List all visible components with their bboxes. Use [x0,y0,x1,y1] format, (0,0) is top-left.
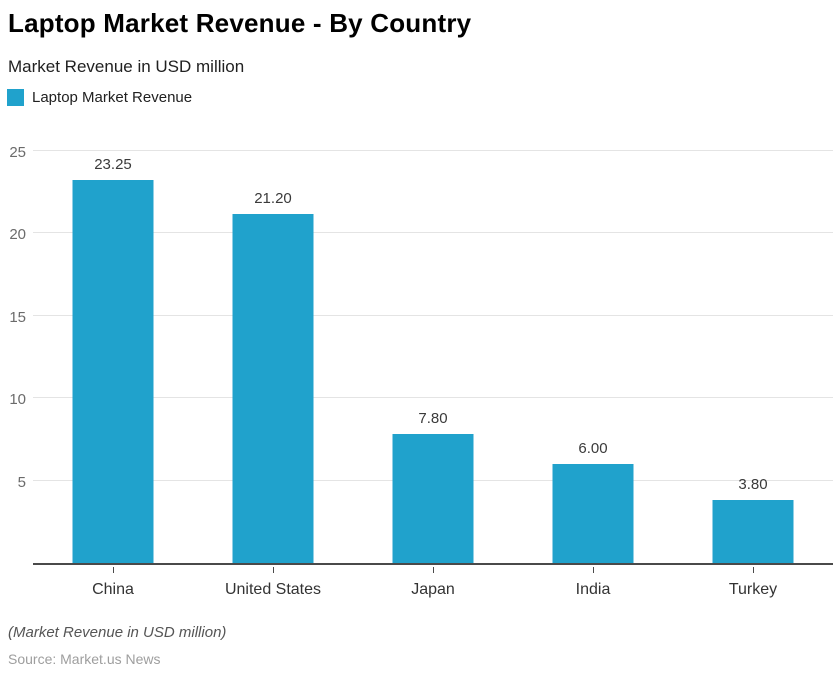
bar-value-label: 23.25 [94,155,132,173]
bar-china[interactable] [72,179,154,563]
x-category-label: United States [224,581,322,598]
bar-united-states[interactable] [232,213,314,563]
chart-subtitle: Market Revenue in USD million [8,57,245,76]
x-category-label: Japan [411,581,455,598]
x-axis-tick [593,567,594,573]
source-credit: Source: Market.us News [8,651,161,667]
bar-group: 6.00 [513,153,673,563]
legend-label: Laptop Market Revenue [32,89,193,106]
bar-value-label: 7.80 [418,410,448,428]
gridline [33,232,833,234]
plot-area: 23.25 21.20 7.80 6.00 3.80 [33,150,833,565]
y-axis-labels: 5 10 15 20 25 [0,144,26,565]
bar-group: 21.20 [193,153,353,563]
bar-turkey[interactable] [712,500,794,563]
bar-group: 23.25 [33,153,193,563]
gridline [33,150,833,151]
x-axis-tick [113,567,114,573]
bar-japan[interactable] [392,434,474,563]
x-axis-tick [273,567,274,573]
x-category-label: China [92,581,134,598]
chart-title: Laptop Market Revenue - By Country [8,8,472,38]
bar-value-label: 3.80 [738,476,768,494]
y-tick-label: 10 [9,391,26,409]
x-category-label: India [575,581,611,598]
bar-india[interactable] [552,464,634,563]
x-category-label: Turkey [728,581,778,598]
bar-group: 7.80 [353,153,513,563]
y-tick-label: 5 [17,473,26,491]
bar-group: 3.80 [673,153,833,563]
x-axis-tick [753,567,754,573]
y-tick-label: 20 [9,226,26,244]
bar-value-label: 21.20 [254,189,292,207]
footnote: (Market Revenue in USD million) [8,624,227,641]
gridline [33,314,833,316]
x-axis-tick [433,567,434,573]
legend: Laptop Market Revenue [7,89,192,106]
legend-swatch-icon [7,89,24,106]
gridline [33,397,833,399]
bar-value-label: 6.00 [578,440,608,458]
y-tick-label: 25 [9,144,26,161]
y-tick-label: 15 [9,308,26,326]
